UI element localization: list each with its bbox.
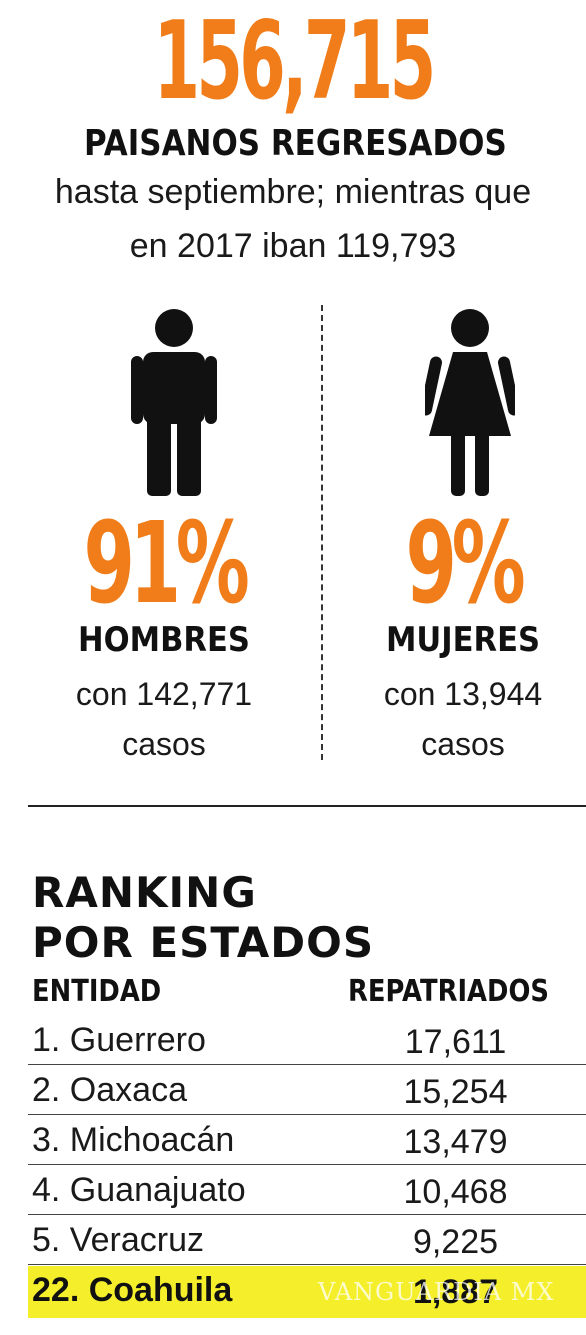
ranking-highlight-value: 1,887 xyxy=(412,1273,499,1311)
ranking-row-value: 10,468 xyxy=(403,1173,508,1211)
ranking-row-value: 15,254 xyxy=(403,1073,508,1111)
ranking-title-line1: RANKING xyxy=(32,868,257,917)
total-returned-number: 156,715 xyxy=(153,0,437,124)
women-percent: 9% xyxy=(405,499,526,629)
ranking-row-value: 13,479 xyxy=(403,1123,508,1161)
men-percent: 91% xyxy=(83,499,249,629)
man-icon xyxy=(131,309,217,496)
ranking-row-state: 4. Guanajuato xyxy=(32,1171,246,1209)
ranking-title-line2: POR ESTADOS xyxy=(32,918,375,967)
column-header-repatriated: REPATRIADOS xyxy=(348,974,549,1009)
headline-title: PAISANOS REGRESADOS xyxy=(83,123,507,164)
women-label: MUJERES xyxy=(385,620,541,660)
men-cases-line1: con 142,771 xyxy=(75,676,253,712)
column-header-entity: ENTIDAD xyxy=(32,974,162,1009)
gender-divider xyxy=(321,305,323,760)
ranking-row-state: 2. Oaxaca xyxy=(32,1071,187,1109)
ranking-highlight-state: 22. Coahuila xyxy=(32,1271,233,1309)
headline-subtitle-line1: hasta septiembre; mientras que xyxy=(54,173,532,211)
ranking-row-state: 1. Guerrero xyxy=(32,1021,206,1059)
headline-subtitle-line2: en 2017 iban 119,793 xyxy=(129,227,457,265)
section-divider xyxy=(28,805,586,807)
ranking-row-value: 17,611 xyxy=(404,1023,507,1061)
men-cases-line2: casos xyxy=(122,726,206,762)
ranking-row-value: 9,225 xyxy=(412,1223,499,1261)
woman-icon xyxy=(425,309,515,496)
ranking-row-highlight: 22. Coahuila 1,887 xyxy=(28,1266,586,1318)
ranking-row: 5. Veracruz 9,225 xyxy=(28,1216,586,1265)
women-cases-line1: con 13,944 xyxy=(383,676,543,712)
ranking-row: 4. Guanajuato 10,468 xyxy=(28,1166,586,1215)
ranking-row-state: 3. Michoacán xyxy=(32,1121,235,1159)
ranking-row: 1. Guerrero 17,611 xyxy=(28,1016,586,1065)
watermark-logo: VANGUARDIA MX xyxy=(318,1278,555,1306)
ranking-row-state: 5. Veracruz xyxy=(32,1221,204,1259)
men-label: HOMBRES xyxy=(78,620,250,660)
women-cases-line2: casos xyxy=(421,726,505,762)
ranking-row: 2. Oaxaca 15,254 xyxy=(28,1066,586,1115)
ranking-row: 3. Michoacán 13,479 xyxy=(28,1116,586,1165)
